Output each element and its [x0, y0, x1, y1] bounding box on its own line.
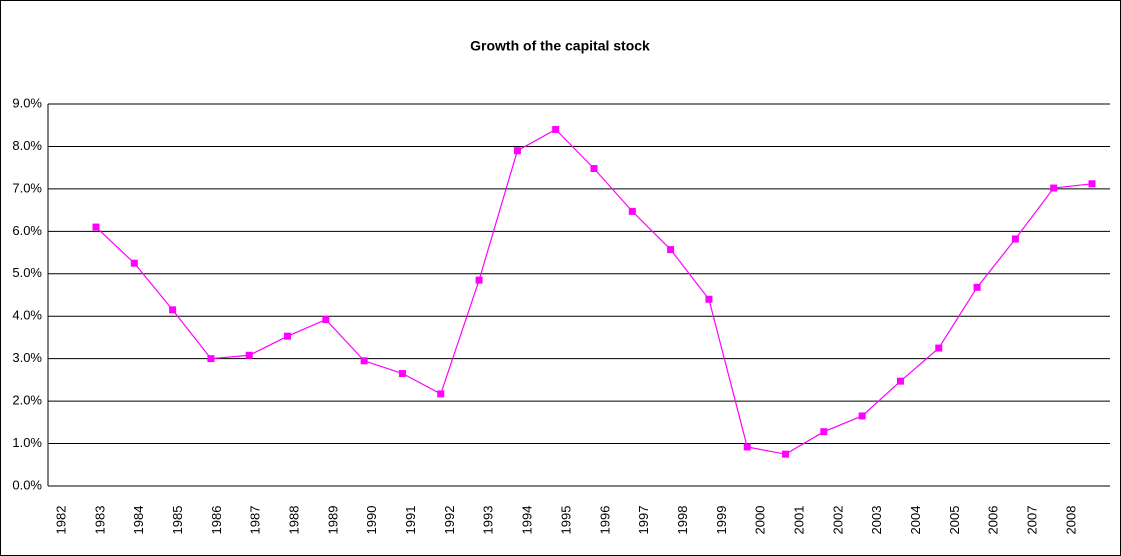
x-tick-label: 1986 — [209, 506, 224, 535]
y-tick-label: 4.0% — [12, 308, 42, 323]
y-tick-label: 8.0% — [12, 138, 42, 153]
point-marker — [628, 207, 636, 215]
point-marker — [398, 370, 406, 378]
x-tick-label: 1997 — [636, 506, 651, 535]
x-tick-label: 2007 — [1025, 506, 1040, 535]
point-marker — [782, 450, 790, 458]
point-marker — [284, 332, 292, 340]
y-tick-label: 0.0% — [12, 477, 42, 492]
point-marker — [360, 357, 368, 365]
x-tick-label: 2006 — [986, 506, 1001, 535]
y-tick-label: 7.0% — [12, 180, 42, 195]
x-tick-label: 1987 — [248, 506, 263, 535]
point-marker — [858, 412, 866, 420]
point-marker — [1088, 180, 1096, 188]
point-marker — [437, 390, 445, 398]
point-marker — [130, 259, 138, 267]
point-marker — [667, 246, 675, 254]
point-marker — [513, 147, 521, 155]
x-tick-label: 1989 — [325, 506, 340, 535]
x-tick-label: 1990 — [364, 506, 379, 535]
point-marker — [245, 351, 253, 359]
x-tick-label: 1999 — [714, 506, 729, 535]
x-tick-label: 2004 — [908, 506, 923, 535]
x-tick-label: 1985 — [170, 506, 185, 535]
point-marker — [322, 316, 330, 324]
y-tick-label: 3.0% — [12, 350, 42, 365]
x-tick-label: 2000 — [753, 506, 768, 535]
point-marker — [475, 276, 483, 284]
x-tick-label: 2002 — [830, 506, 845, 535]
point-marker — [896, 377, 904, 385]
point-marker — [743, 443, 751, 451]
x-tick-label: 2005 — [947, 506, 962, 535]
point-marker — [590, 165, 598, 173]
x-tick-label: 1988 — [287, 506, 302, 535]
x-tick-label: 1983 — [92, 506, 107, 535]
point-marker — [207, 355, 215, 363]
y-tick-label: 2.0% — [12, 393, 42, 408]
point-marker — [169, 306, 177, 314]
x-tick-label: 1994 — [520, 506, 535, 535]
x-tick-label: 2008 — [1063, 506, 1078, 535]
y-tick-label: 9.0% — [12, 95, 42, 110]
x-tick-label: 1995 — [558, 506, 573, 535]
x-tick-label: 2003 — [869, 506, 884, 535]
point-marker — [973, 283, 981, 291]
x-tick-label: 1982 — [53, 506, 68, 535]
y-tick-label: 1.0% — [12, 435, 42, 450]
point-marker — [820, 428, 828, 436]
x-tick-label: 1984 — [131, 506, 146, 535]
point-marker — [935, 344, 943, 352]
x-tick-label: 1991 — [403, 506, 418, 535]
x-tick-label: 1992 — [442, 506, 457, 535]
x-tick-label: 1996 — [597, 506, 612, 535]
chart-title: Growth of the capital stock — [470, 38, 650, 54]
point-marker — [92, 223, 100, 231]
point-marker — [1050, 184, 1058, 192]
y-tick-label: 5.0% — [12, 265, 42, 280]
y-tick-label: 6.0% — [12, 223, 42, 238]
x-tick-label: 1998 — [675, 506, 690, 535]
point-marker — [552, 125, 560, 133]
point-marker — [705, 295, 713, 303]
x-tick-label: 1993 — [481, 506, 496, 535]
x-tick-label: 2001 — [792, 506, 807, 535]
point-marker — [1011, 235, 1019, 243]
